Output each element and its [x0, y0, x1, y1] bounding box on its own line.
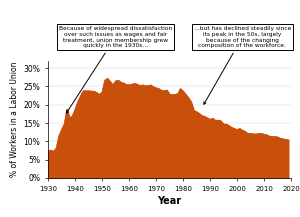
X-axis label: Year: Year: [158, 196, 182, 206]
Y-axis label: % of Workers in a Labor Union: % of Workers in a Labor Union: [10, 62, 19, 177]
Text: …but has declined steadily since
its peak in the 50s, largely
because of the cha: …but has declined steadily since its pea…: [194, 26, 291, 104]
Text: Because of widespread dissatisfaction
over such issues as wages and fair
treatme: Because of widespread dissatisfaction ov…: [59, 26, 172, 113]
